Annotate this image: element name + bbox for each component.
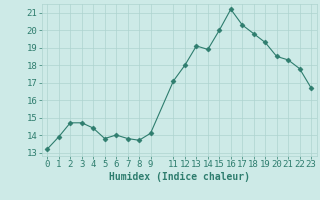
X-axis label: Humidex (Indice chaleur): Humidex (Indice chaleur) (109, 172, 250, 182)
